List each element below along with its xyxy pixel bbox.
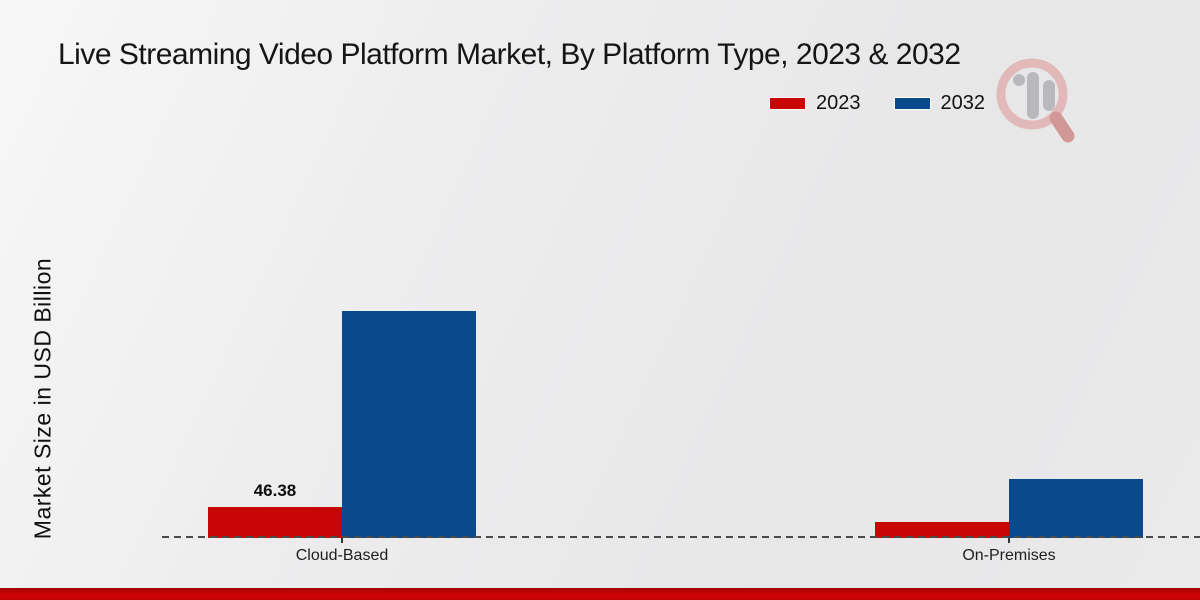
bar-cloud-based-2023 [208,507,342,538]
x-tick-label-on-premises: On-Premises [962,547,1056,564]
x-tick-label-cloud-based: Cloud-Based [295,547,389,564]
chart-title: Live Streaming Video Platform Market, By… [58,38,961,71]
x-axis-tick-cloud-based [341,538,343,543]
x-axis-tick-on-premises [1008,538,1010,543]
watermark-logo [994,54,1078,155]
legend: 2023 2032 [769,92,986,115]
plot-area: 46.38 [208,311,1143,538]
legend-label-2032: 2032 [940,92,986,114]
legend-item-2032: 2032 [893,92,986,115]
magnifier-bar-chart-icon [996,58,1075,143]
bar-on-premises-2032 [1009,479,1143,538]
legend-item-2023: 2023 [769,92,861,115]
bottom-accent-bar [0,588,1200,600]
bar-on-premises-2023 [875,522,1009,538]
value-label-cloud-based-2023: 46.38 [253,481,297,500]
legend-swatch-2023 [769,97,806,110]
legend-label-2023: 2023 [816,92,861,114]
legend-swatch-2032 [893,97,931,110]
x-axis-baseline [162,536,1200,538]
bar-cloud-based-2032 [342,311,476,538]
